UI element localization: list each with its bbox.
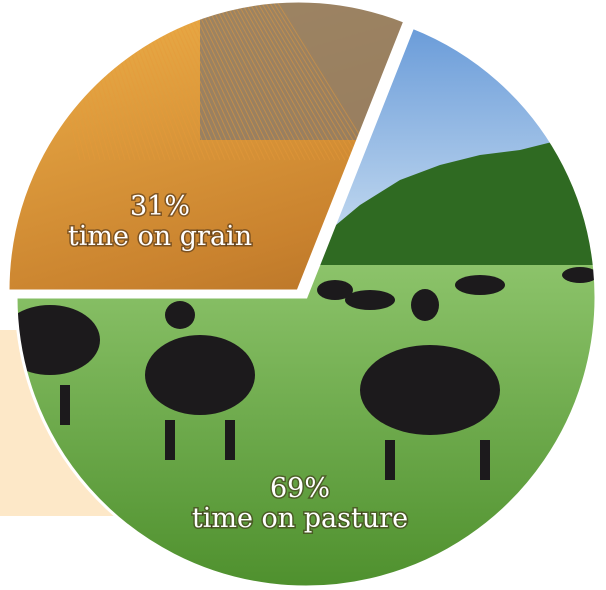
value-label: 69%	[270, 473, 330, 504]
cow-leg	[385, 440, 395, 480]
cow	[317, 280, 353, 300]
slice-edge	[14, 25, 598, 589]
cow-leg	[165, 420, 175, 460]
cow	[16, 305, 100, 375]
slice-edge	[6, 0, 407, 293]
value-label: 31%	[130, 191, 190, 222]
grass	[16, 265, 596, 588]
cow	[455, 275, 505, 295]
cow	[165, 301, 195, 329]
category-label: time on pasture	[192, 503, 408, 534]
cow-leg	[60, 385, 70, 425]
cow	[360, 345, 500, 435]
trees	[300, 130, 596, 275]
cow-leg	[225, 420, 235, 460]
cow	[411, 289, 439, 321]
cow	[145, 335, 255, 415]
category-label: time on grain	[68, 221, 252, 252]
cow-leg	[480, 440, 490, 480]
cow	[562, 267, 596, 283]
cow	[345, 290, 395, 310]
